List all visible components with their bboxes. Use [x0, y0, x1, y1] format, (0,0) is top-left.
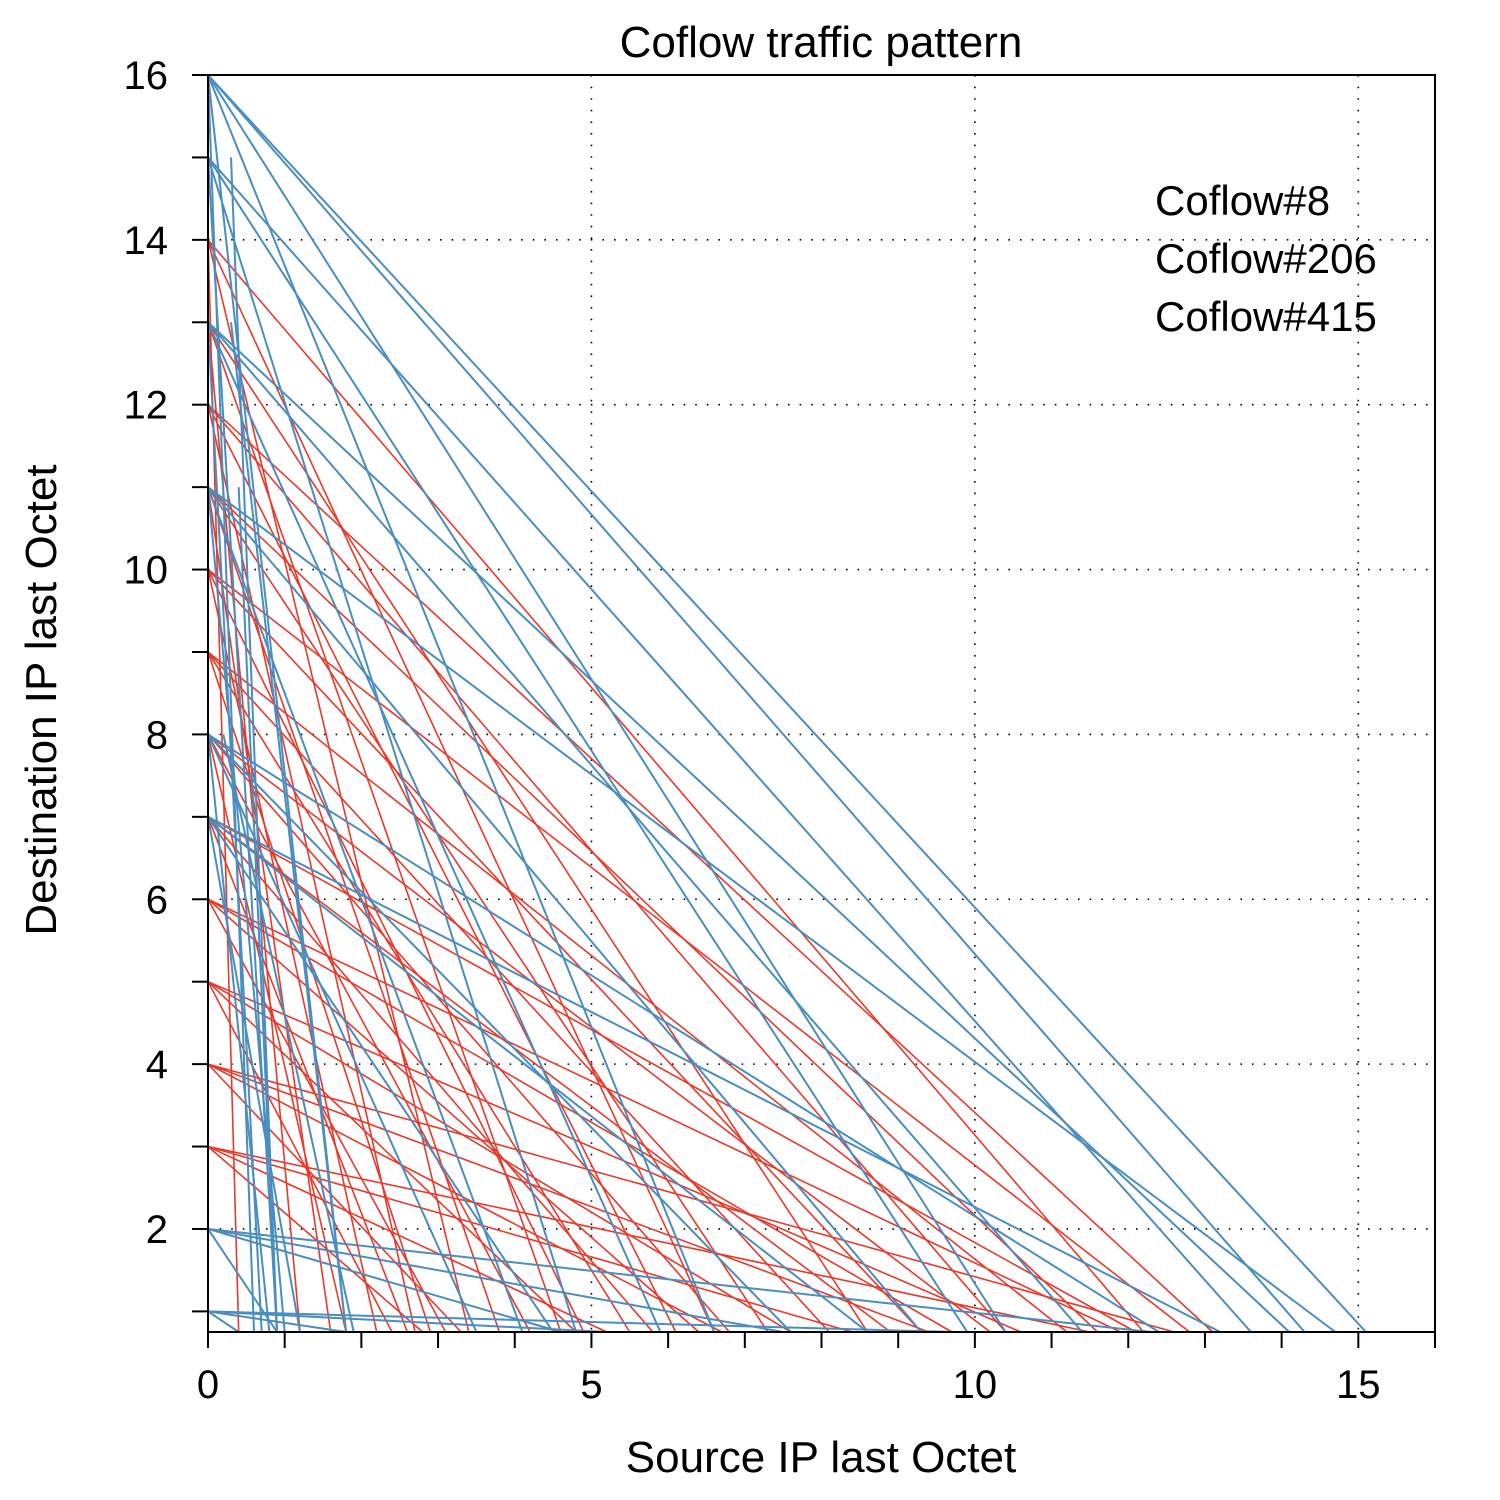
flow-line [207, 734, 478, 1333]
flow-line [207, 816, 892, 1333]
y-tick-label: 14 [124, 219, 169, 263]
flow-line [207, 898, 700, 1333]
flow-line [207, 815, 1221, 1333]
grid-lines [208, 75, 1435, 1332]
flow-line [207, 321, 869, 1333]
flow-line [207, 1227, 1152, 1333]
legend-entry-coflow-8: Coflow#8 [1155, 177, 1330, 224]
flow-line [207, 486, 524, 1333]
y-tick-label: 4 [146, 1043, 168, 1087]
flow-line [207, 1063, 930, 1333]
flow-line [207, 156, 1252, 1333]
x-axis-label: Source IP last Octet [626, 1433, 1016, 1482]
flow-line [207, 321, 1083, 1333]
flow-line [207, 486, 922, 1333]
y-tick-label: 16 [124, 54, 169, 98]
flow-line [207, 569, 922, 1333]
flow-line [207, 239, 1145, 1333]
flow-line [207, 156, 969, 1333]
flow-line [207, 981, 792, 1333]
flow-line [207, 733, 1160, 1333]
flow-line [230, 322, 348, 1333]
flow-line [207, 816, 554, 1333]
x-tick-label: 5 [580, 1363, 602, 1407]
legend-entry-coflow-415: Coflow#415 [1155, 293, 1377, 340]
data-lines [207, 74, 1367, 1333]
flow-line [230, 157, 279, 1333]
flow-line [207, 568, 1191, 1333]
flow-line [207, 733, 792, 1333]
flow-line [207, 74, 1306, 1333]
flow-line [207, 321, 1290, 1333]
flow-line [207, 981, 393, 1333]
flow-line [207, 734, 531, 1333]
flow-line [207, 1228, 562, 1333]
flow-line [207, 74, 1367, 1333]
flow-line [207, 651, 432, 1333]
axis-ticks [192, 74, 1436, 1348]
x-tick-label: 0 [197, 1363, 219, 1407]
flow-line [207, 404, 677, 1333]
flow-line [207, 980, 1022, 1333]
flow-line [207, 486, 1336, 1333]
legend-entry-coflow-206: Coflow#206 [1155, 235, 1377, 282]
flow-line [222, 734, 355, 1333]
flow-line [207, 74, 1007, 1333]
flow-line [207, 239, 470, 1333]
flow-line [207, 1145, 608, 1333]
flow-line [207, 1310, 952, 1333]
legend: Coflow#8 Coflow#206 Coflow#415 [1155, 177, 1377, 340]
flow-line [207, 898, 447, 1333]
y-tick-label: 10 [124, 549, 169, 593]
flow-line [207, 157, 578, 1333]
series-coflow-415 [207, 74, 1367, 1333]
x-tick-label: 10 [953, 1363, 998, 1407]
flow-line [207, 816, 869, 1333]
flow-line [207, 1145, 1091, 1333]
x-tick-label: 15 [1336, 1363, 1381, 1407]
flow-line [207, 898, 1121, 1333]
y-tick-label: 12 [124, 384, 169, 428]
flow-line [207, 1145, 853, 1333]
flow-line [207, 733, 731, 1333]
flow-line [207, 1063, 1175, 1333]
flow-line [207, 816, 654, 1333]
y-tick-label: 6 [146, 878, 168, 922]
flow-line [207, 734, 271, 1333]
flow-line [207, 651, 631, 1333]
y-tick-label: 8 [146, 713, 168, 757]
chart-title: Coflow traffic pattern [620, 18, 1023, 67]
flow-line [207, 816, 302, 1333]
y-tick-label: 2 [146, 1208, 168, 1252]
flow-line [207, 322, 562, 1333]
flow-line [207, 1145, 424, 1333]
flow-line [207, 74, 716, 1333]
flow-line [207, 1227, 784, 1333]
flow-line [207, 321, 662, 1333]
flow-line [207, 1063, 723, 1333]
flow-line [207, 1310, 240, 1333]
flow-line [207, 1310, 607, 1333]
flow-line [207, 651, 1068, 1333]
flow-line [207, 569, 378, 1333]
flow-line [237, 487, 279, 1333]
series-coflow-206 [207, 239, 1214, 1333]
tick-labels: 0 5 10 15 2 4 6 8 10 12 14 16 [124, 54, 1381, 1407]
y-axis-label: Destination IP last Octet [17, 464, 66, 935]
